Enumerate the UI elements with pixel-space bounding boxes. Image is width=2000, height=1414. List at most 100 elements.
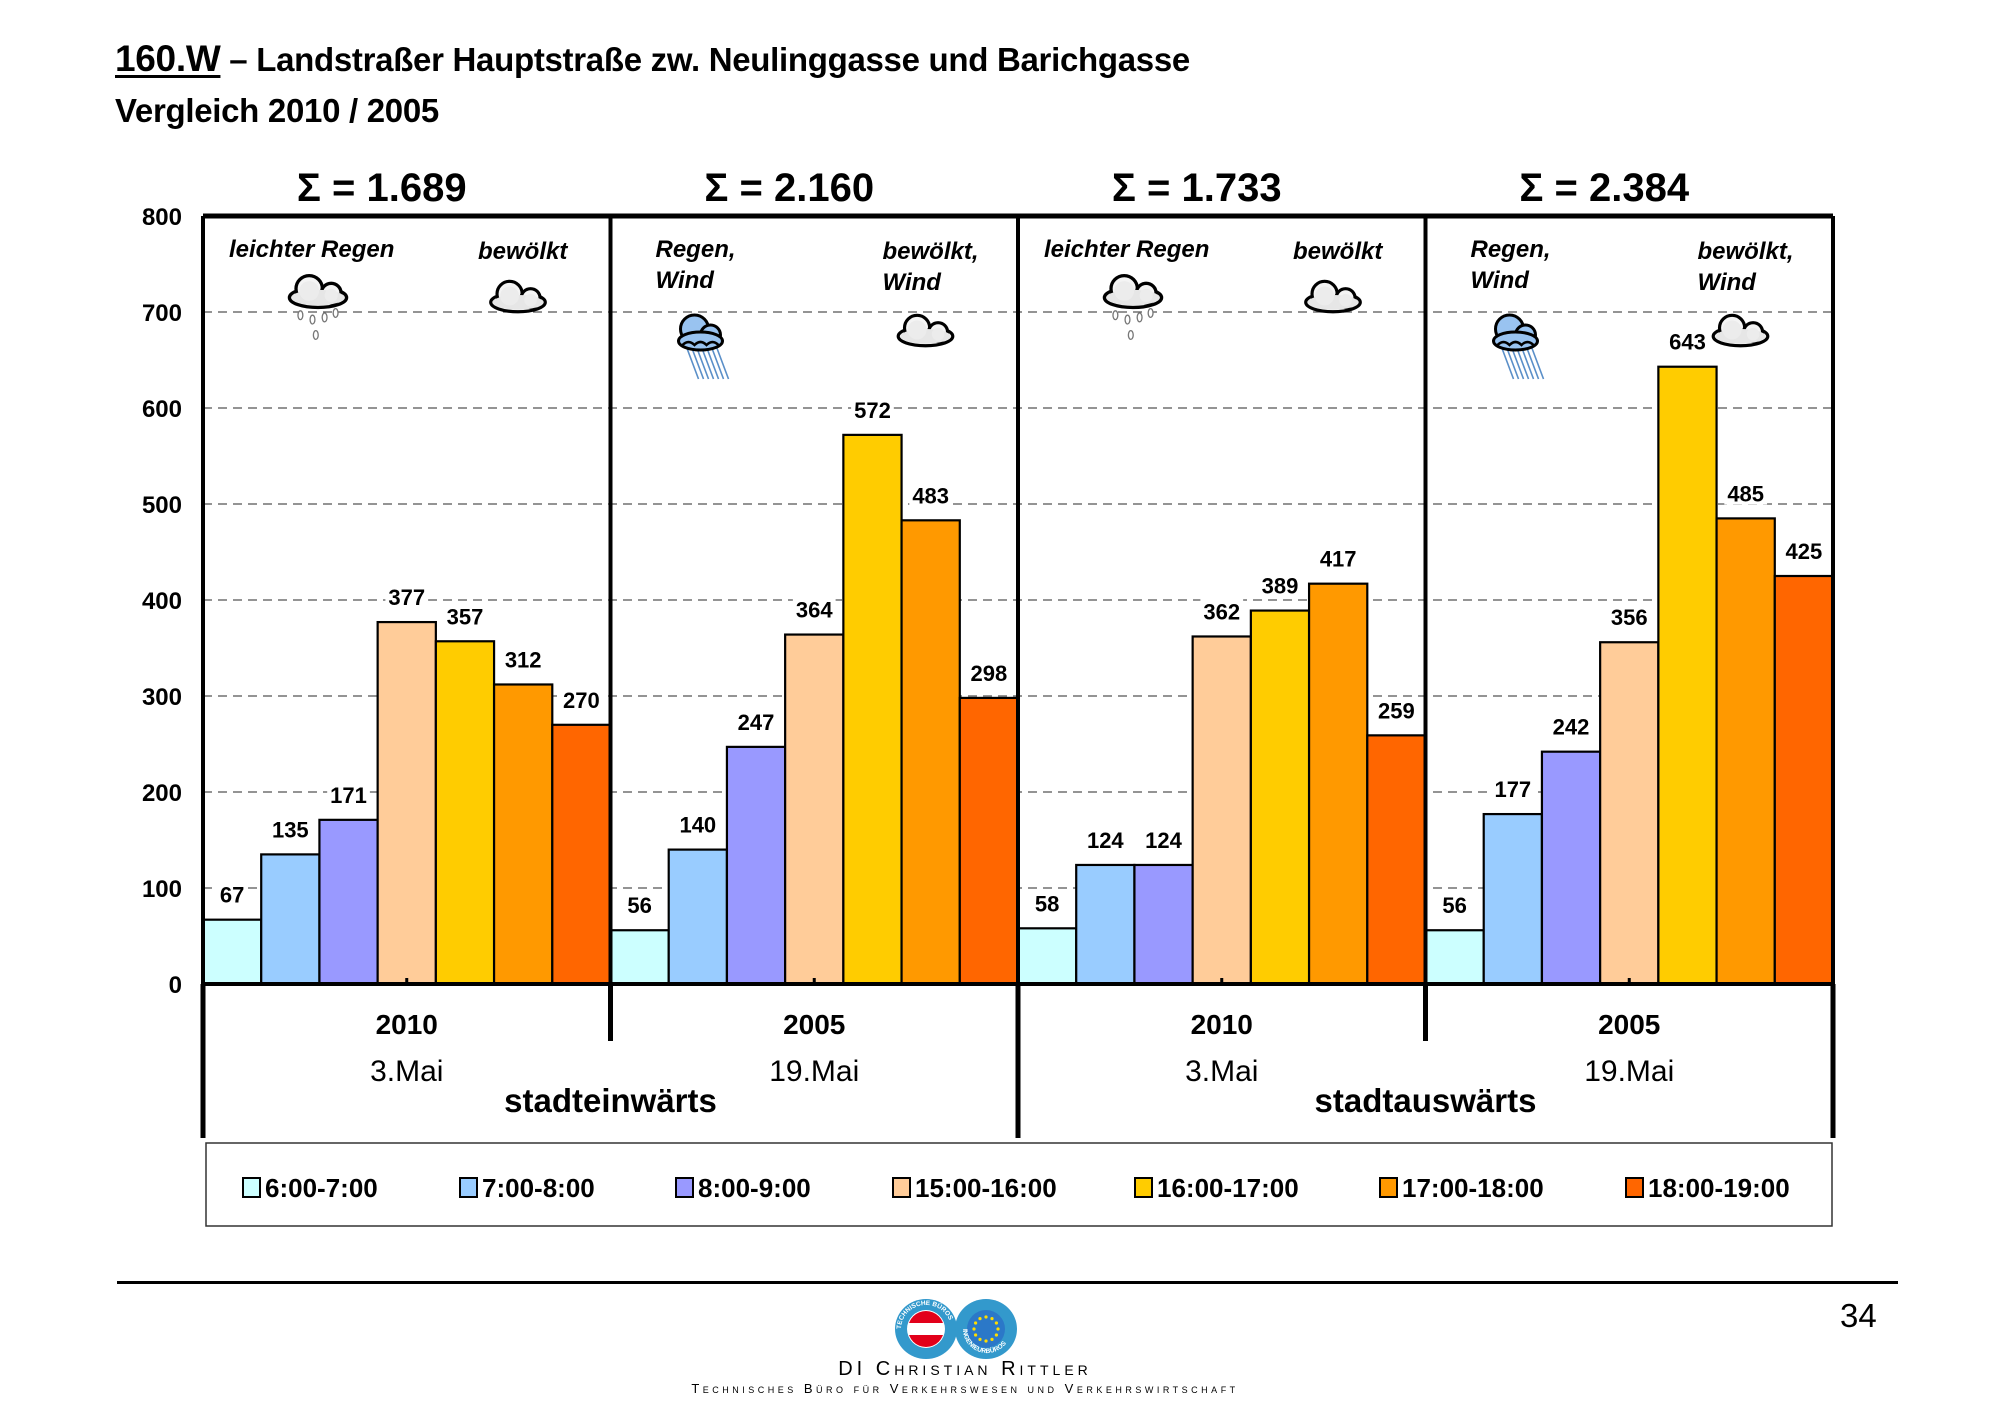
- x-category-direction: stadtauswärts: [1315, 1082, 1537, 1119]
- value-label-bg: [385, 584, 429, 609]
- value-label-bg: [1491, 776, 1535, 801]
- bar: [1424, 929, 1485, 986]
- weather-left-label: leichter Regen: [229, 236, 394, 263]
- x-category-year: 2010: [376, 1009, 438, 1040]
- eu-star: [974, 1333, 978, 1337]
- value-label: 135: [272, 817, 309, 842]
- legend-label: 8:00-9:00: [698, 1173, 811, 1203]
- legend-label: 6:00-7:00: [265, 1173, 378, 1203]
- bar: [551, 723, 612, 986]
- bar: [842, 433, 903, 986]
- legend-label: 18:00-19:00: [1648, 1173, 1790, 1203]
- austria-flag-icon: [908, 1311, 944, 1347]
- value-label-bg: [792, 596, 836, 621]
- value-label: 643: [1669, 330, 1706, 355]
- legend-swatch: [1625, 1177, 1644, 1198]
- x-category-date: 3.Mai: [370, 1055, 443, 1088]
- value-label-bg: [851, 396, 894, 421]
- bar: [1307, 582, 1369, 986]
- weather-right-label: bewölkt,: [883, 238, 979, 265]
- legend-swatch: [459, 1177, 478, 1198]
- weather-right-label: bewölkt: [478, 238, 568, 265]
- value-label: 56: [627, 893, 651, 918]
- traffic-count-chart: 67 135 171 377 357 312 270 56 140 247 364 572 483 298…: [142, 166, 1836, 1227]
- y-tick-label: 800: [142, 204, 182, 231]
- group-sum-label: Σ = 2.160: [704, 166, 874, 210]
- value-label: 247: [738, 710, 775, 735]
- eu-star: [994, 1333, 998, 1337]
- value-label: 389: [1262, 574, 1299, 599]
- value-label: 259: [1378, 698, 1415, 723]
- value-label: 56: [1442, 893, 1466, 918]
- value-label: 425: [1786, 539, 1823, 564]
- eu-star: [996, 1327, 1000, 1331]
- value-label-bg: [1031, 890, 1063, 915]
- bar: [725, 745, 787, 986]
- value-label: 171: [330, 783, 367, 808]
- value-label-bg: [1549, 713, 1593, 738]
- value-label: 572: [854, 398, 891, 423]
- value-label: 377: [388, 585, 425, 610]
- rain-wind-icon: [1492, 313, 1545, 380]
- bar: [784, 633, 845, 986]
- value-label-bg: [560, 686, 603, 711]
- legend-label: 15:00-16:00: [915, 1173, 1057, 1203]
- value-label: 417: [1320, 547, 1357, 572]
- value-label-bg: [443, 603, 487, 628]
- cloudy-icon: [1711, 313, 1770, 348]
- y-tick-label: 700: [142, 300, 182, 327]
- value-label-bg: [268, 816, 312, 841]
- value-label: 177: [1494, 777, 1531, 802]
- bar: [1482, 812, 1544, 986]
- value-label: 362: [1203, 599, 1240, 624]
- page-subtitle: Vergleich 2010 / 2005: [115, 92, 439, 129]
- bar: [958, 696, 1020, 986]
- x-category-year: 2005: [1598, 1009, 1660, 1040]
- cloudy-icon: [896, 313, 955, 348]
- legend-label: 17:00-18:00: [1402, 1173, 1544, 1203]
- value-label: 357: [447, 604, 484, 629]
- weather-left-label: Wind: [656, 267, 716, 294]
- group-sum-label: Σ = 1.733: [1112, 166, 1282, 210]
- legend-swatch: [675, 1177, 694, 1198]
- value-label: 364: [796, 598, 833, 623]
- legend-swatch: [1379, 1177, 1398, 1198]
- cloudy-icon: [489, 279, 547, 314]
- y-tick-label: 0: [169, 972, 182, 999]
- value-label: 124: [1145, 828, 1182, 853]
- value-label: 58: [1035, 891, 1059, 916]
- page-number: 34: [1840, 1297, 1877, 1334]
- bar: [201, 918, 263, 986]
- value-label-bg: [1142, 826, 1185, 851]
- value-label-bg: [501, 646, 545, 671]
- bar: [1016, 927, 1078, 986]
- value-label-bg: [1666, 328, 1709, 353]
- x-category-year: 2010: [1191, 1009, 1253, 1040]
- eu-star: [978, 1317, 982, 1321]
- eu-star: [990, 1337, 994, 1341]
- value-label-bg: [1083, 826, 1127, 851]
- weather-right-label: bewölkt,: [1698, 238, 1794, 265]
- group-sum-label: Σ = 2.384: [1519, 166, 1689, 210]
- legend-item: 17:00-18:00: [1379, 1173, 1544, 1203]
- bar: [1191, 635, 1252, 986]
- eu-star: [984, 1339, 988, 1343]
- y-tick-label: 400: [142, 588, 182, 615]
- bar: [1249, 609, 1311, 986]
- weather-right-label: Wind: [883, 269, 943, 296]
- value-label-bg: [1439, 892, 1470, 917]
- y-tick-label: 100: [142, 876, 182, 903]
- legend-swatch: [892, 1177, 911, 1198]
- x-axis-categories: 2010 3.Mai 2005 19.Mai 2010 3.Mai 2005 19.Mai st…: [370, 1009, 1674, 1119]
- y-tick-label: 600: [142, 396, 182, 423]
- eu-star: [994, 1321, 998, 1325]
- bars: [201, 365, 1835, 986]
- bar: [318, 818, 379, 986]
- legend-item: 8:00-9:00: [675, 1173, 811, 1203]
- value-label-bg: [676, 811, 720, 836]
- value-label: 67: [220, 883, 244, 908]
- bar: [1657, 365, 1718, 986]
- bar: [1715, 517, 1776, 986]
- eu-flag-icon: [967, 1310, 1005, 1348]
- bar: [260, 853, 321, 986]
